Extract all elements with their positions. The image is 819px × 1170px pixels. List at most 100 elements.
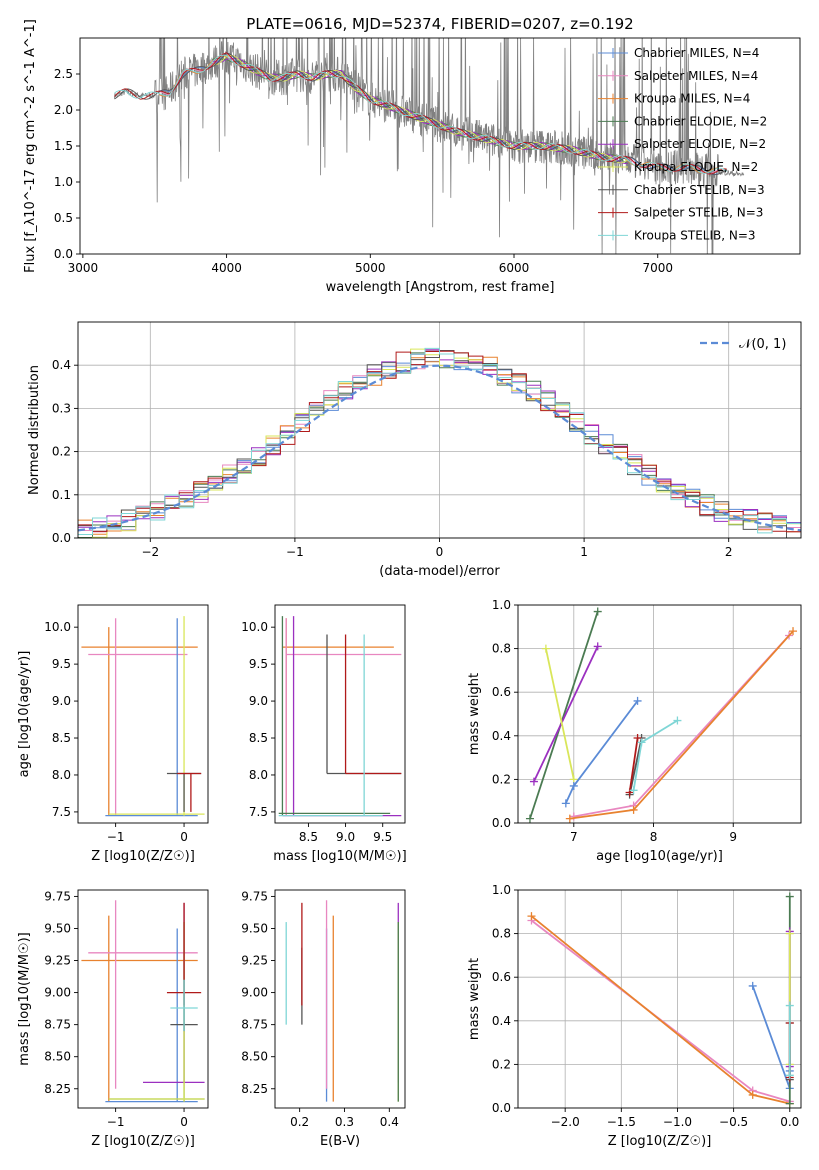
legend-label: Salpeter ELODIE, N=2 [634,137,766,151]
x-tick-label: 9 [729,830,737,844]
errorbar [81,627,198,816]
series-line [628,737,639,793]
x-tick-label: −1.0 [663,1115,692,1129]
series-line [569,630,794,820]
normal-curve [78,364,801,532]
y-tick-label: 10.0 [44,620,71,634]
x-tick-label: −2 [141,545,159,559]
y-tick-label: 9.75 [241,889,268,903]
errorbar [108,922,205,1102]
y-tick-label: 9.5 [52,657,71,671]
y-tick-label: 9.50 [44,921,71,935]
y-tick-label: 0.0 [492,816,511,830]
series-line [529,611,599,819]
data-point [529,777,538,786]
x-axis-label: wavelength [Angstrom, rest frame] [326,280,555,295]
x-tick-label: 3000 [68,261,99,275]
y-tick-label: 2.0 [54,103,73,117]
errorbar [108,616,205,816]
y-tick-label: 7.5 [52,805,71,819]
y-tick-label: 0.1 [52,488,71,502]
x-tick-label: 6000 [499,261,530,275]
series-line [533,646,599,782]
x-tick-label: −2.0 [551,1115,580,1129]
plot-area-mass-vs-Z [81,900,205,1103]
series-line [564,700,639,804]
axes-frame [274,604,406,824]
y-tick-label: 0.6 [492,685,511,699]
x-tick-label: 0.4 [380,1115,399,1129]
data-point [593,642,602,651]
y-tick-label: 0.4 [492,1014,511,1028]
errorbar [105,928,198,1103]
legend-label: Chabrier STELIB, N=3 [634,183,765,197]
y-tick-label: 0.0 [492,1101,511,1115]
y-tick-label: 0.2 [492,1057,511,1071]
residual-histogram [78,347,801,535]
y-tick-label: 8.5 [52,731,71,745]
x-tick-label: 0.2 [290,1115,309,1129]
y-tick-label: 8.75 [44,1018,71,1032]
x-tick-label: 9.0 [336,830,355,844]
residual-histogram [78,348,801,538]
y-tick-label: 0.6 [492,970,511,984]
legend-label: Salpeter MILES, N=4 [634,69,758,83]
data-point [633,696,642,705]
axes-frame [77,889,209,1109]
y-tick-label: 8.0 [52,768,71,782]
y-tick-label: 9.25 [241,954,268,968]
y-tick-label: 10.0 [241,620,268,634]
series-line [751,985,791,1089]
x-tick-label: −1 [107,830,125,844]
errorbar [166,772,202,812]
x-tick-label: 7 [570,830,578,844]
x-tick-label: 0.0 [780,1115,799,1129]
x-tick-label: 1 [580,545,588,559]
model-line [114,52,727,176]
x-tick-label: 0 [180,830,188,844]
figure-title: PLATE=0616, MJD=52374, FIBERID=0207, z=0… [246,15,633,33]
y-tick-label: 8.0 [249,768,268,782]
y-axis-label: Flux [f_λ10^-17 erg cm^-2 s^-1 A^-1] [23,19,38,273]
x-axis-label: Z [log10(Z/Z☉)] [91,1134,195,1149]
chart-mass-vs-Z: −1 0 8.25 8.50 8.75 9.00 9.25 9.50 9.75 Z [log10(… [17,889,209,1149]
x-tick-label: 5000 [355,261,386,275]
plot-area-spectrum [114,38,745,254]
errorbar [88,900,198,1089]
x-axis-label: E(B-V) [320,1134,360,1149]
model-line [212,58,628,165]
y-tick-label: 8.50 [44,1050,71,1064]
errorbar [88,618,188,816]
y-tick-label: 1.0 [492,883,511,897]
legend-label: Salpeter STELIB, N=3 [634,206,763,220]
x-axis-label: age [log10(age/yr)] [596,849,723,864]
errorbar [285,618,402,816]
chart-mass-weight-vs-Z: −2.0 −1.5 −1.0 −0.5 0.0 0.0 0.2 0.4 0.6 0.8 1.0 Z [… [467,883,802,1149]
model-line [212,55,629,164]
x-axis-label: mass [log10(M/M☉)] [273,849,406,864]
y-tick-label: 0.5 [54,211,73,225]
y-axis-label: mass weight [467,958,482,1040]
x-axis-label: (data-model)/error [379,564,500,579]
y-tick-label: 9.5 [249,657,268,671]
data-point [629,786,638,795]
y-tick-label: 9.50 [241,921,268,935]
y-tick-label: 0.8 [492,927,511,941]
y-tick-label: 1.5 [54,139,73,153]
model-line [114,54,727,174]
errorbar [278,616,391,816]
plot-area-mass-weight-vs-Z [518,890,801,1108]
data-point [629,805,638,814]
x-tick-label: −1.5 [607,1115,636,1129]
y-tick-label: 8.25 [44,1082,71,1096]
series-line [628,737,643,795]
legend-label: 𝒩(0, 1) [739,337,786,352]
y-tick-label: 0.4 [52,358,71,372]
x-tick-label: 8.5 [299,830,318,844]
legend-label: Kroupa MILES, N=4 [634,92,750,106]
y-tick-label: 9.00 [44,986,71,1000]
model-line [114,52,727,175]
errorbar [177,772,202,812]
chart-age-vs-Z: −1 0 7.5 8.0 8.5 9.0 9.5 10.0 Z [log10(Z/Z☉)] age… [17,604,209,864]
